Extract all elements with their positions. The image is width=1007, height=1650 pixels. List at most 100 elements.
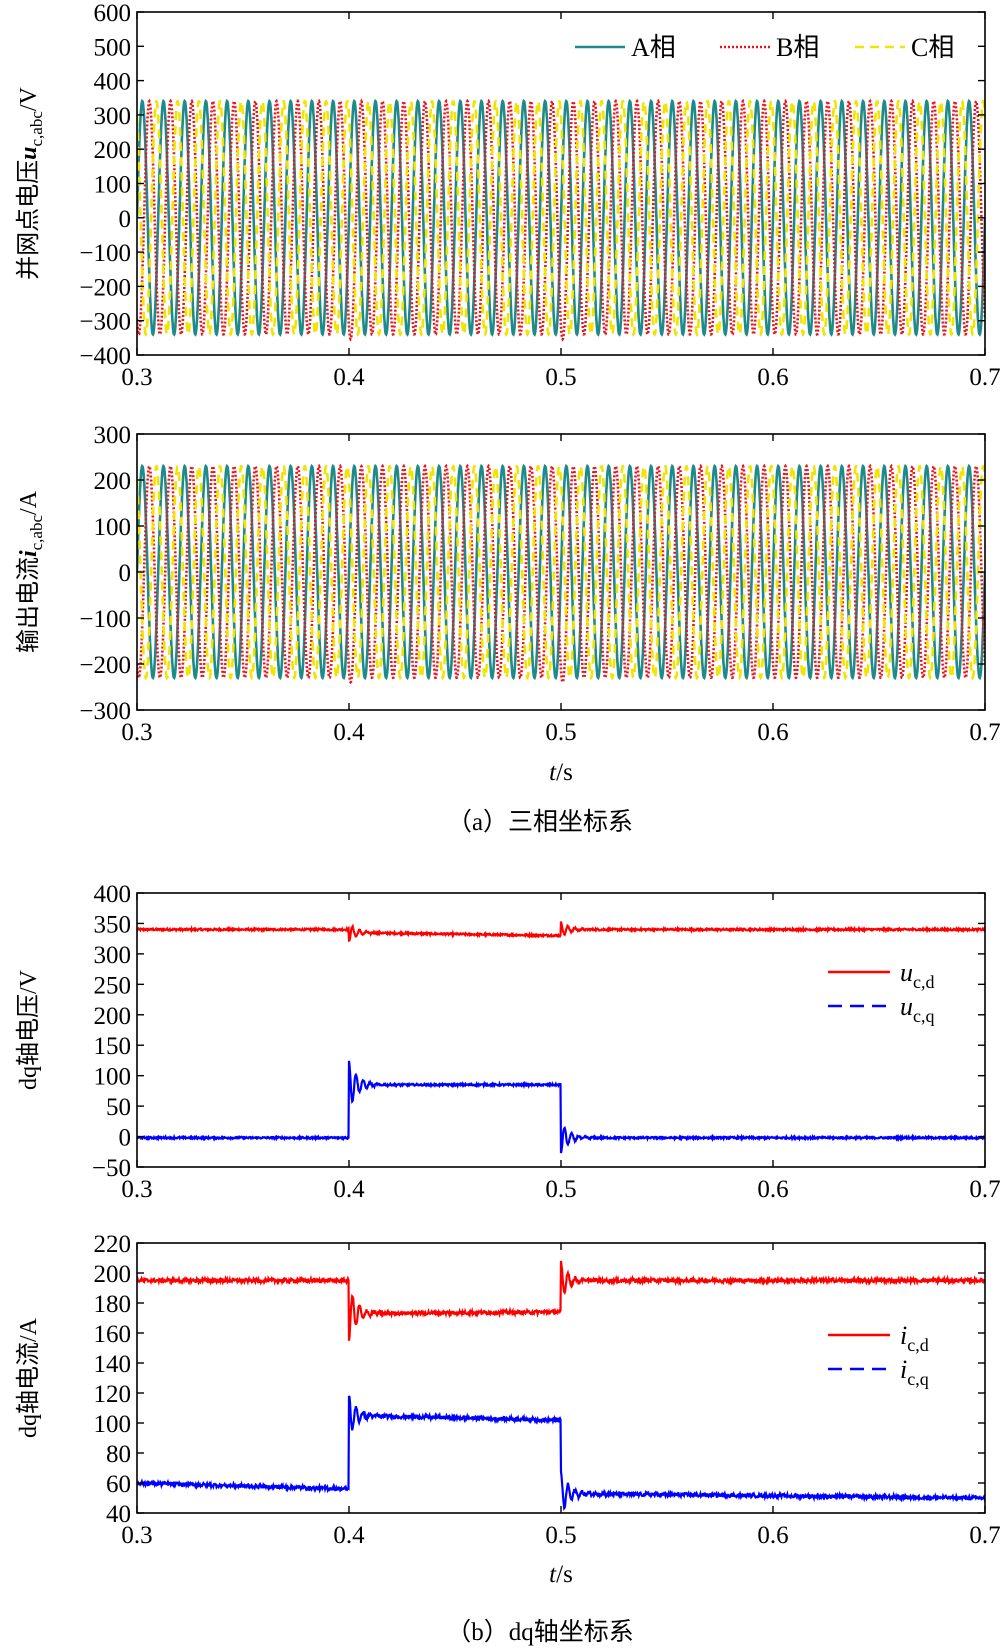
y-axis-label: dq轴电压/V [15,969,42,1090]
x-tick-label: 0.6 [757,719,788,746]
legend-subscript: c,d [913,972,935,992]
x-label-symbol: t [549,1561,557,1588]
series-line-C相 [137,464,985,681]
x-tick-label: 0.3 [121,719,152,746]
x-tick-label: 0.7 [969,1522,1000,1549]
y-tick-label: 140 [94,1351,132,1378]
plot-area [137,921,985,1154]
y-label-symbol: i [16,550,42,557]
series-line-c,q [137,1395,985,1511]
series-line-c,d [137,921,985,943]
legend-label: A相 [631,33,676,62]
y-tick-label: 100 [94,172,132,199]
series-line-c,d [137,1260,985,1341]
y-tick-label: 100 [94,1064,132,1091]
y-tick-label: −300 [79,309,131,336]
x-tick-label: 0.6 [757,1176,788,1203]
y-label-unit: /V [16,86,42,111]
y-tick-label: 200 [94,1261,132,1288]
y-tick-label: 40 [106,1501,131,1528]
x-axis-label: t/s [549,759,573,786]
y-tick-label: 150 [94,1033,132,1060]
y-tick-label: 50 [106,1094,131,1121]
panel-current-dq: 0.3 0.4 0.5 0.6 0.7 220 200 180 160 140 120 100 80 60… [15,1231,1001,1588]
chart-panels: 0.3 0.4 0.5 0.6 0.76005004003002001000−100−2… [15,0,1001,1588]
y-tick-label: 600 [94,0,132,27]
y-tick-label: 160 [94,1321,132,1348]
panel-voltage-dq: 0.3 0.4 0.5 0.6 0.7 400 350 300 250 200 150 100 50 0 −… [15,881,1001,1203]
y-tick-label: −50 [92,1155,131,1182]
x-tick-label: 0.5 [545,1522,576,1549]
y-tick-label: 0 [119,1125,132,1152]
legend-label: B相 [776,33,819,62]
x-tick-label: 0.3 [121,1176,152,1203]
y-tick-label: −100 [79,240,131,267]
series-line-c,q [137,1060,985,1154]
y-label-text: 并网点电压 [15,160,42,280]
y-tick-label: −400 [79,343,131,370]
x-tick-label: 0.4 [333,1176,365,1203]
y-label-unit: /A [16,490,42,515]
y-tick-label: 300 [94,103,132,130]
legend-symbol: u [900,992,913,1021]
y-tick-label: −200 [79,274,131,301]
x-label-symbol: t [549,759,557,786]
y-axis-label: dq轴电流/A [15,1317,42,1438]
x-axis-label: t/s [549,1561,573,1588]
y-tick-label: 500 [94,34,132,61]
legend-label: ic,q [900,1355,929,1389]
series-line-A相 [137,98,985,337]
x-tick-label: 0.4 [333,1522,365,1549]
y-label-subscript: c,abc [27,515,46,551]
y-tick-label: 100 [94,1411,132,1438]
y-tick-label: −300 [79,698,131,725]
y-tick-label: 60 [106,1471,131,1498]
legend-subscript: c,d [907,1335,929,1355]
y-axis-label: 并网点电压uc,abc/V [15,86,46,279]
panel-current-abc: 0.3 0.4 0.5 0.6 0.7 300 200 100 0 −100 −200 −300 输出电… [15,422,1001,786]
x-tick-label: 0.5 [545,364,576,391]
legend-symbol: i [900,1355,907,1384]
y-axis-label: 输出电流ic,abc/A [15,490,46,653]
legend-label: uc,q [900,992,935,1026]
plot-area [137,98,985,342]
y-tick-label: 350 [94,911,132,938]
x-tick-label: 0.6 [757,1522,788,1549]
legend-label: uc,d [900,958,935,992]
y-tick-label: 200 [94,137,132,164]
y-tick-label: 120 [94,1381,132,1408]
y-tick-label: 0 [119,560,132,587]
x-tick-label: 0.5 [545,1176,576,1203]
x-tick-label: 0.3 [121,364,152,391]
x-tick-label: 0.6 [757,364,788,391]
x-tick-label: 0.7 [969,1176,1000,1203]
series-line-A相 [137,463,985,681]
legend-symbol: u [900,958,913,987]
plot-area [137,463,985,685]
y-tick-label: 100 [94,514,132,541]
legend-label: C相 [911,33,954,62]
legend-subscript: c,q [907,1369,929,1389]
y-tick-label: 400 [94,69,132,96]
y-tick-label: 0 [119,206,132,233]
x-tick-label: 0.4 [333,364,365,391]
x-tick-label: 0.7 [969,364,1000,391]
y-tick-label: 200 [94,468,132,495]
x-label-unit: /s [556,1561,573,1588]
legend-subscript: c,q [913,1006,935,1026]
y-tick-label: 300 [94,422,132,449]
legend-symbol: i [900,1321,907,1350]
y-tick-label: 400 [94,881,132,908]
x-tick-label: 0.7 [969,719,1000,746]
x-tick-label: 0.5 [545,719,576,746]
y-tick-label: 80 [106,1441,131,1468]
y-label-text: 输出电流 [15,557,42,653]
x-tick-label: 0.3 [121,1522,152,1549]
y-tick-label: 300 [94,942,132,969]
y-tick-label: 220 [94,1231,132,1258]
series-line-C相 [137,99,985,337]
caption-b: （b）dq轴坐标系 [446,1618,634,1646]
y-tick-label: 250 [94,972,132,999]
y-label-subscript: c,abc [27,111,46,147]
